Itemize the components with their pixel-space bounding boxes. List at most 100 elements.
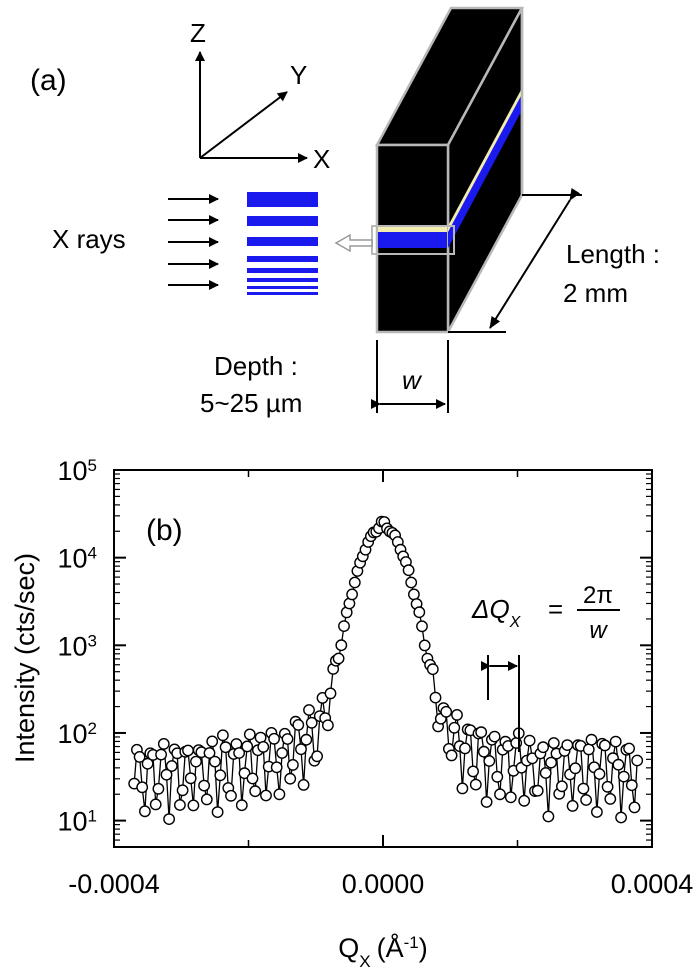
- data-point: [136, 781, 149, 794]
- data-point: [429, 691, 442, 704]
- data-point: [413, 606, 426, 619]
- depth-value: 5~25 µm: [200, 388, 302, 418]
- data-point: [623, 742, 635, 755]
- data-point: [216, 729, 229, 742]
- data-point: [561, 739, 574, 751]
- data-point: [440, 705, 453, 718]
- data-point: [338, 620, 350, 632]
- data-point: [335, 639, 348, 652]
- data-point: [612, 758, 625, 771]
- data-point: [451, 709, 463, 721]
- data-point: [580, 794, 592, 806]
- data-point: [483, 755, 496, 767]
- data-point: [225, 789, 237, 802]
- y-axis-label: Y: [290, 60, 307, 90]
- data-point: [625, 779, 638, 792]
- data-point: [238, 767, 251, 780]
- data-point: [184, 772, 197, 785]
- data-point: [268, 732, 280, 745]
- data-point: [402, 564, 415, 577]
- data-point: [547, 737, 560, 749]
- data-point: [187, 799, 200, 812]
- data-point: [276, 747, 288, 759]
- data-point: [542, 810, 555, 823]
- data-point: [494, 788, 506, 801]
- data-point: [418, 639, 431, 652]
- fringe-annotation: ΔQX = 2π w: [471, 582, 620, 752]
- data-point: [488, 730, 501, 743]
- x-tick-label: 0.0004: [611, 869, 694, 899]
- data-point: [165, 760, 178, 772]
- data-point: [163, 813, 176, 825]
- data-point: [523, 734, 536, 747]
- data-point: [448, 721, 461, 734]
- data-point: [211, 806, 224, 818]
- data-point: [246, 772, 259, 785]
- panel-a-label: (a): [30, 64, 67, 97]
- data-point: [467, 765, 479, 778]
- data-point: [257, 741, 270, 753]
- data-point: [270, 761, 283, 774]
- reflected-beam-arrow: [334, 233, 373, 253]
- data-point: [407, 588, 420, 601]
- panel-a: (a) Z Y X X rays: [30, 6, 660, 418]
- y-tick-label: 105: [57, 456, 97, 487]
- data-point: [160, 768, 173, 781]
- data-point: [504, 791, 517, 804]
- x-tick-labels: -0.0004 0.0000 0.0004: [68, 869, 693, 899]
- series-line: [133, 520, 638, 820]
- x-tick-label: 0.0000: [342, 869, 425, 899]
- data-point: [149, 798, 162, 811]
- data-point: [539, 767, 552, 779]
- data-point: [405, 576, 418, 589]
- data-point: [249, 785, 262, 798]
- data-point: [469, 778, 482, 791]
- length-value: 2 mm: [563, 278, 628, 308]
- data-point: [537, 741, 549, 754]
- data-point: [477, 745, 490, 758]
- width-label: w: [402, 365, 423, 395]
- width-dimension: [371, 340, 449, 413]
- x-tick-label: -0.0004: [68, 869, 160, 899]
- data-point: [176, 784, 189, 797]
- data-point: [286, 759, 299, 771]
- data-point: [556, 780, 568, 793]
- data-point: [599, 739, 611, 752]
- annotation-delta-q: ΔQX: [471, 594, 522, 631]
- data-point: [190, 755, 202, 768]
- data-point: [617, 770, 630, 783]
- data-point: [491, 770, 504, 783]
- data-point: [138, 805, 151, 818]
- data-point: [198, 779, 211, 792]
- y-tick-label: 102: [57, 718, 97, 749]
- data-point: [324, 687, 337, 700]
- data-point: [631, 754, 644, 767]
- axis-ticks: [113, 469, 653, 848]
- multilayer-bars: [247, 192, 318, 295]
- data-point: [475, 726, 488, 739]
- data-point: [445, 749, 458, 762]
- annotation-denominator: w: [589, 617, 608, 644]
- data-point: [295, 743, 307, 756]
- depth-label: Depth :: [214, 351, 298, 381]
- interface-front: [378, 227, 447, 232]
- data-point: [604, 793, 617, 805]
- data-point: [203, 747, 216, 759]
- data-point: [545, 756, 557, 769]
- data-point: [348, 576, 361, 589]
- layer-side: [448, 92, 522, 248]
- y-axis-arrow: [199, 91, 288, 159]
- data-point: [321, 719, 334, 732]
- length-dimension: [448, 188, 582, 333]
- data-point: [459, 742, 471, 755]
- y-axis-title: Intensity (cts/sec): [10, 553, 40, 763]
- data-point: [273, 788, 286, 801]
- data-point: [303, 704, 315, 716]
- length-label: Length :: [566, 239, 660, 269]
- data-point: [615, 811, 627, 824]
- data-point: [241, 740, 254, 753]
- z-axis-label: Z: [190, 18, 206, 48]
- data-point: [332, 652, 345, 665]
- data-point: [284, 772, 297, 785]
